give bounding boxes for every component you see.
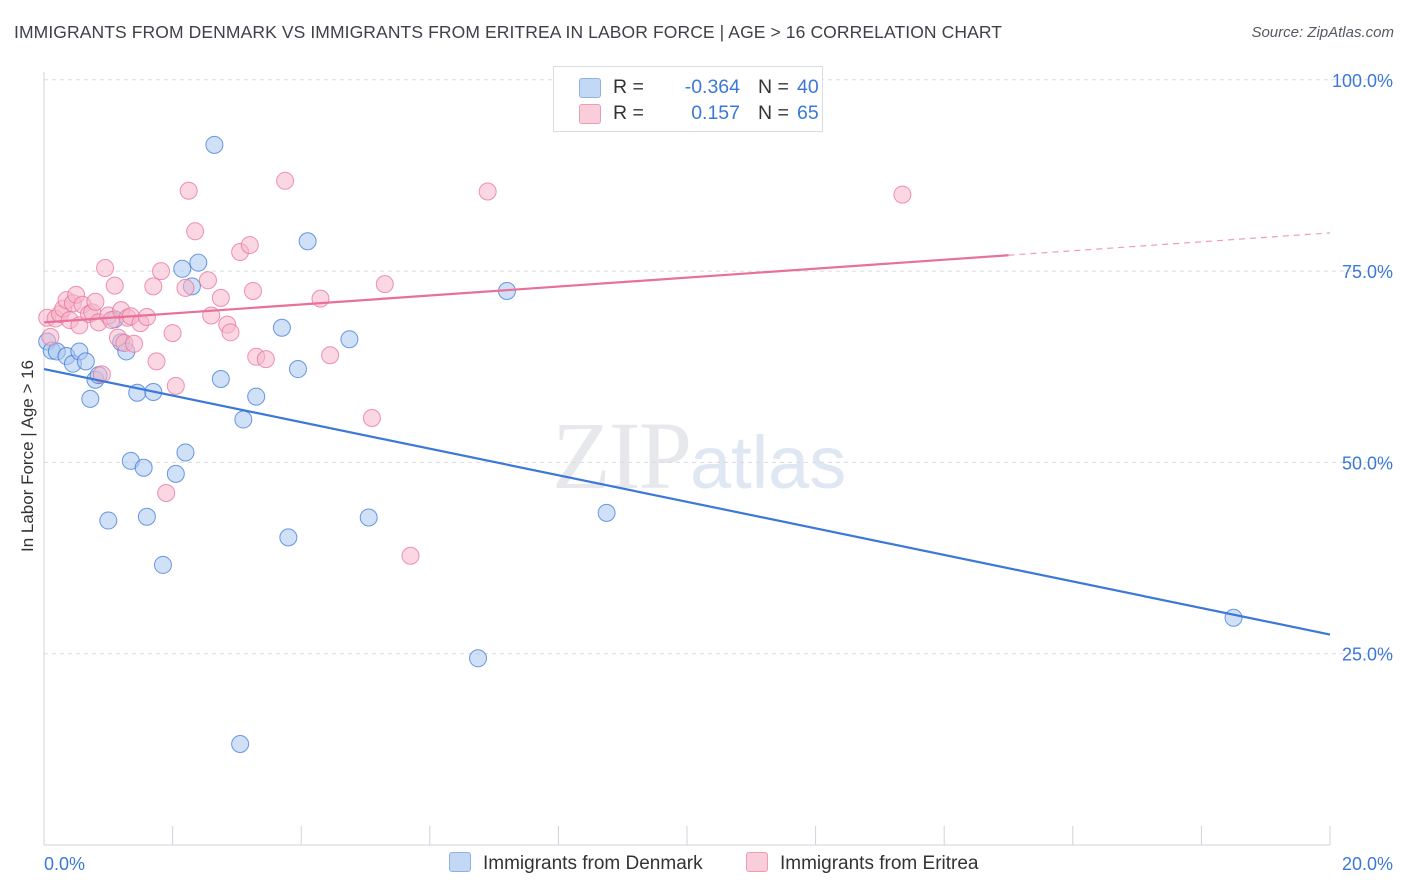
denmark-point	[189, 253, 208, 272]
denmark-point	[166, 464, 185, 483]
x-tick-label: 20.0%	[1342, 854, 1393, 874]
eritrea-point	[92, 365, 111, 384]
eritrea-point	[321, 346, 340, 365]
denmark-point	[234, 410, 253, 429]
n-value: 65	[797, 102, 819, 124]
eritrea-point	[186, 222, 205, 241]
eritrea-point	[86, 292, 105, 311]
eritrea-point	[125, 334, 144, 353]
denmark-point	[81, 389, 100, 408]
denmark-point	[205, 135, 224, 154]
eritrea-swatch	[579, 104, 601, 124]
eritrea-point	[256, 350, 275, 369]
eritrea-point	[211, 288, 230, 307]
eritrea-point	[240, 236, 259, 255]
eritrea-point	[179, 181, 198, 200]
y-tick-label: 50.0%	[1342, 453, 1393, 473]
eritrea-point	[375, 275, 394, 294]
eritrea-trendline	[43, 254, 1009, 324]
denmark-point	[231, 734, 250, 753]
legend-item-denmark: Immigrants from Denmark	[449, 852, 703, 875]
eritrea-point	[221, 323, 240, 342]
eritrea-point	[163, 324, 182, 343]
denmark-point	[1224, 608, 1243, 627]
eritrea-point	[144, 277, 163, 296]
denmark-trendline	[43, 367, 1331, 636]
legend-label-eritrea: Immigrants from Eritrea	[780, 853, 979, 874]
legend-label-denmark: Immigrants from Denmark	[483, 853, 703, 874]
y-tick-label: 75.0%	[1342, 262, 1393, 282]
denmark-point	[288, 360, 307, 379]
eritrea-point	[362, 409, 381, 428]
eritrea-point	[198, 271, 217, 290]
eritrea-point	[157, 484, 176, 503]
r-value: 0.157	[691, 102, 740, 124]
denmark-point	[597, 503, 616, 522]
eritrea-point	[478, 182, 497, 201]
eritrea-point	[105, 276, 124, 295]
correlation-legend: R = -0.364 N = 40 R = 0.157 N = 65	[553, 66, 823, 132]
n-label: N =	[758, 76, 789, 98]
denmark-point	[272, 318, 291, 337]
chart-title: IMMIGRANTS FROM DENMARK VS IMMIGRANTS FR…	[14, 22, 1003, 42]
eritrea-point	[893, 185, 912, 204]
eritrea-trendline-extension	[1008, 232, 1331, 256]
source-credit: Source: ZipAtlas.com	[1251, 24, 1394, 41]
y-tick-label: 25.0%	[1342, 645, 1393, 665]
denmark-point	[99, 511, 118, 530]
eritrea-swatch	[746, 852, 768, 872]
denmark-point	[469, 649, 488, 668]
x-tick-label: 0.0%	[44, 854, 85, 874]
r-value: -0.364	[684, 76, 740, 98]
y-tick-label: 100.0%	[1332, 71, 1393, 91]
watermark-zip: ZIP	[552, 402, 692, 509]
eritrea-point	[276, 171, 295, 190]
denmark-point	[76, 352, 95, 371]
eritrea-point	[152, 262, 171, 281]
n-value: 40	[797, 76, 819, 98]
r-label: R =	[613, 102, 644, 124]
eritrea-point	[401, 546, 420, 565]
denmark-point	[340, 330, 359, 349]
eritrea-point	[147, 352, 166, 371]
denmark-point	[279, 528, 298, 547]
n-label: N =	[758, 102, 789, 124]
eritrea-point	[243, 281, 262, 300]
eritrea-point	[96, 259, 115, 278]
y-axis-label: In Labor Force | Age > 16	[18, 359, 37, 553]
denmark-point	[137, 507, 156, 526]
eritrea-point	[137, 308, 156, 327]
denmark-point	[134, 458, 153, 477]
denmark-point	[298, 232, 317, 251]
denmark-point	[211, 369, 230, 388]
r-label: R =	[613, 76, 644, 98]
denmark-point	[359, 508, 378, 527]
legend-item-eritrea: Immigrants from Eritrea	[746, 852, 978, 875]
eritrea-point	[41, 327, 60, 346]
denmark-point	[173, 259, 192, 278]
denmark-point	[247, 387, 266, 406]
denmark-point	[153, 555, 172, 574]
denmark-swatch	[579, 78, 601, 98]
eritrea-point	[166, 376, 185, 395]
denmark-swatch	[449, 852, 471, 872]
eritrea-point	[176, 278, 195, 297]
denmark-point	[176, 443, 195, 462]
